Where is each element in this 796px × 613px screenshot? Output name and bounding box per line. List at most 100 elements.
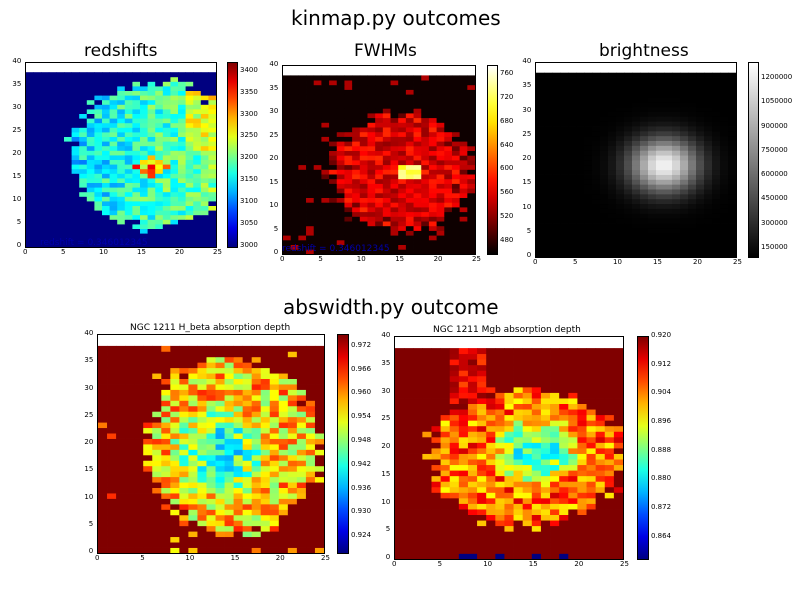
heatmap-cell	[413, 536, 423, 543]
heatmap-cell	[405, 183, 414, 189]
heatmap-cell	[449, 436, 460, 443]
heatmap-cell	[382, 225, 391, 231]
heatmap-cell	[215, 389, 225, 396]
heatmap-cell	[208, 201, 216, 206]
heatmap-cell	[188, 454, 198, 461]
heatmap-cell	[107, 345, 117, 352]
heatmap-cell	[233, 476, 244, 483]
heatmap-cell	[336, 155, 345, 161]
heatmap-cell	[600, 193, 609, 200]
heatmap-cell	[720, 179, 729, 185]
heatmap-cell	[477, 481, 487, 488]
heatmap-cell	[390, 127, 399, 133]
heatmap-cell	[398, 117, 407, 123]
colorbar-tick-label: 680	[500, 116, 514, 125]
heatmap-cell	[116, 498, 126, 505]
heatmap-cell	[390, 145, 399, 151]
heatmap-cell	[170, 76, 179, 82]
heatmap-cell	[200, 164, 209, 170]
heatmap-cell	[444, 84, 453, 90]
heatmap-cell	[720, 189, 729, 195]
heatmap-cell	[440, 509, 451, 515]
heatmap-cell	[233, 438, 244, 445]
heatmap-cell	[94, 237, 103, 243]
heatmap-cell	[648, 72, 657, 78]
heatmap-cell	[79, 191, 88, 197]
heatmap-cell	[48, 113, 57, 119]
heatmap-cell	[86, 210, 95, 216]
heatmap-cell	[314, 416, 324, 423]
heatmap-cell	[550, 464, 560, 471]
heatmap-cell	[152, 498, 162, 505]
heatmap-cell	[313, 75, 322, 81]
heatmap-cell	[608, 82, 617, 88]
heatmap-cell	[544, 174, 553, 180]
heatmap-cell	[200, 118, 209, 124]
heatmap-cell	[576, 189, 585, 195]
heatmap-cell	[109, 95, 118, 101]
heatmap-cell	[287, 351, 298, 358]
heatmap-cell	[436, 202, 445, 208]
heatmap-cell	[170, 201, 179, 206]
heatmap-cell	[200, 76, 209, 82]
heatmap-cell	[296, 373, 307, 379]
heatmap-cell	[147, 150, 156, 156]
heatmap-cell	[576, 174, 585, 180]
heatmap-cell	[604, 547, 615, 554]
heatmap-cell	[162, 242, 171, 247]
heatmap-cell	[592, 193, 601, 200]
heatmap-cell	[405, 235, 414, 241]
heatmap-cell	[359, 136, 368, 142]
x-tick-label: 0	[23, 248, 28, 256]
heatmap-cell	[185, 219, 194, 225]
heatmap-cell	[33, 201, 42, 206]
heatmap-cell	[79, 81, 88, 87]
heatmap-cell	[586, 386, 597, 393]
heatmap-cell	[431, 503, 441, 510]
heatmap-cell	[584, 135, 593, 141]
heatmap-cell	[197, 400, 207, 407]
heatmap-cell	[33, 178, 42, 183]
heatmap-cell	[290, 216, 299, 222]
heatmap-cell	[287, 438, 298, 445]
heatmap-cell	[102, 72, 110, 78]
heatmap-cell	[540, 464, 551, 471]
heatmap-cell	[336, 131, 345, 137]
heatmap-cell	[560, 237, 569, 243]
heatmap-cell	[405, 178, 414, 184]
y-tick-label: 10	[84, 492, 94, 501]
heatmap-cell	[568, 420, 578, 427]
heatmap-cell	[260, 411, 271, 418]
heatmap-cell	[552, 164, 561, 171]
heatmap-cell	[109, 178, 118, 183]
heatmap-cell	[577, 436, 587, 443]
heatmap-cell	[632, 111, 641, 117]
heatmap-cell	[152, 487, 162, 494]
heatmap-cell	[592, 203, 601, 209]
heatmap-cell	[444, 225, 453, 231]
heatmap-cell	[486, 398, 496, 404]
heatmap-cell	[568, 425, 578, 432]
heatmap-cell	[495, 359, 505, 366]
heatmap-cell	[79, 104, 88, 110]
heatmap-cell	[504, 470, 514, 477]
heatmap-cell	[71, 173, 80, 179]
y-tick-label: 30	[381, 386, 391, 395]
heatmap-cell	[486, 431, 496, 438]
heatmap-cell	[413, 542, 423, 549]
heatmap-cell	[251, 389, 262, 396]
heatmap-cell	[704, 121, 713, 127]
heatmap-cell	[179, 460, 189, 467]
heatmap-cell	[313, 113, 322, 119]
heatmap-cell	[314, 503, 324, 510]
heatmap-cell	[193, 109, 202, 114]
heatmap-cell	[206, 351, 216, 358]
heatmap-cell	[404, 381, 414, 388]
heatmap-cell	[486, 381, 496, 388]
heatmap-cell	[107, 378, 117, 385]
heatmap-cell	[680, 189, 689, 195]
heatmap-cell	[413, 211, 422, 217]
heatmap-cell	[404, 442, 414, 449]
heatmap-cell	[64, 86, 72, 91]
heatmap-cell	[170, 427, 180, 434]
